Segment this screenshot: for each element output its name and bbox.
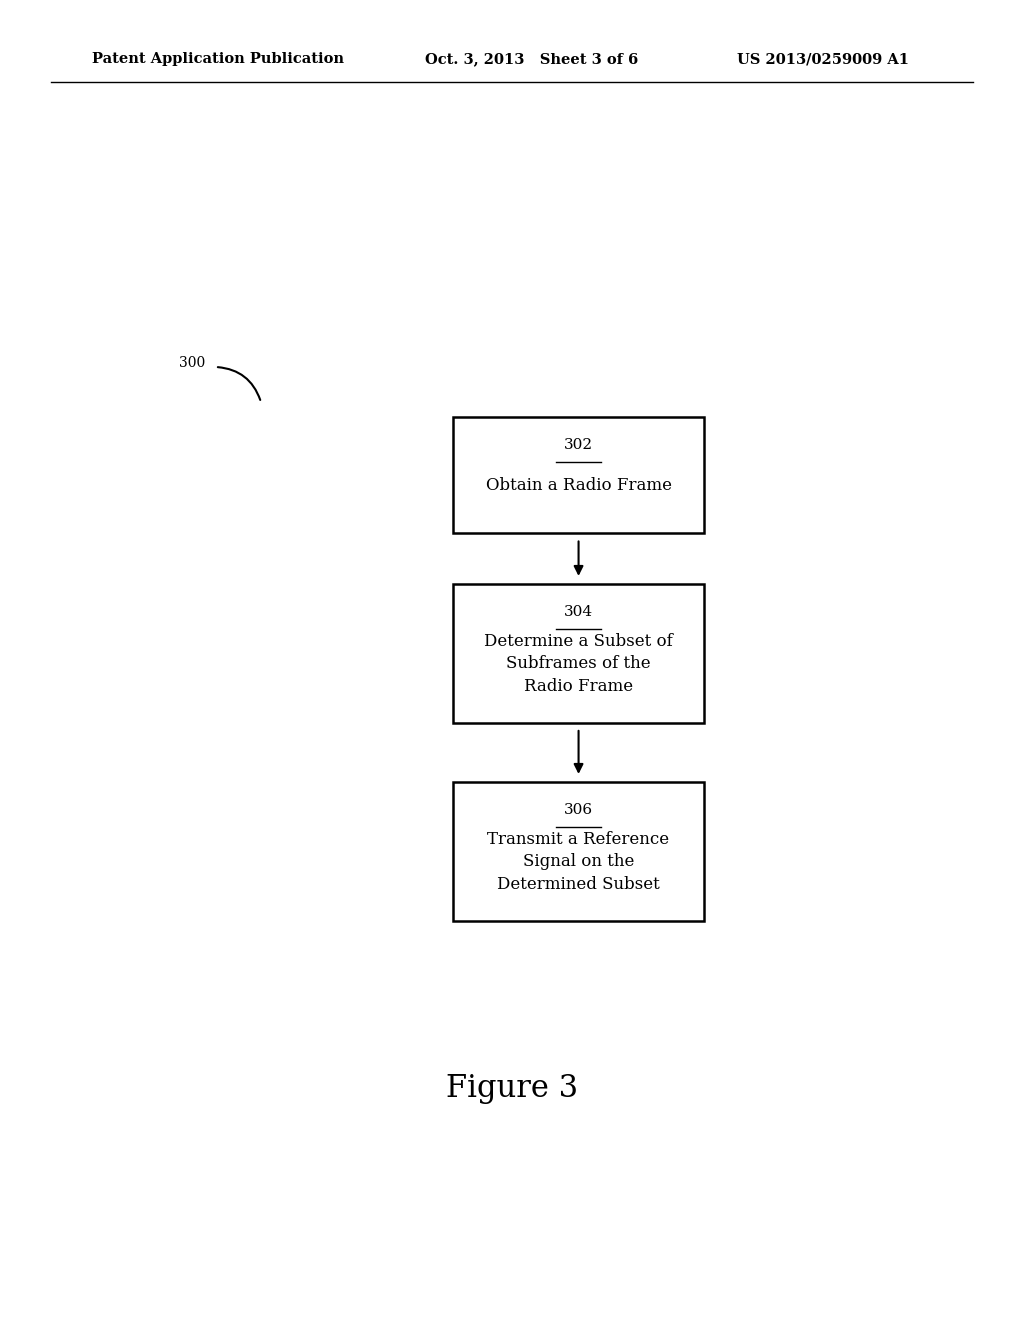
Text: 306: 306 (564, 803, 593, 817)
FancyBboxPatch shape (453, 417, 705, 533)
Text: Determine a Subset of
Subframes of the
Radio Frame: Determine a Subset of Subframes of the R… (484, 634, 673, 694)
Text: Patent Application Publication: Patent Application Publication (92, 53, 344, 66)
FancyBboxPatch shape (453, 781, 705, 921)
Text: Figure 3: Figure 3 (445, 1073, 579, 1105)
Text: 302: 302 (564, 438, 593, 453)
Text: Obtain a Radio Frame: Obtain a Radio Frame (485, 478, 672, 494)
FancyBboxPatch shape (453, 583, 705, 722)
Text: Transmit a Reference
Signal on the
Determined Subset: Transmit a Reference Signal on the Deter… (487, 832, 670, 892)
Text: 304: 304 (564, 605, 593, 619)
Text: US 2013/0259009 A1: US 2013/0259009 A1 (737, 53, 909, 66)
Text: 300: 300 (178, 356, 205, 370)
Text: Oct. 3, 2013   Sheet 3 of 6: Oct. 3, 2013 Sheet 3 of 6 (425, 53, 638, 66)
